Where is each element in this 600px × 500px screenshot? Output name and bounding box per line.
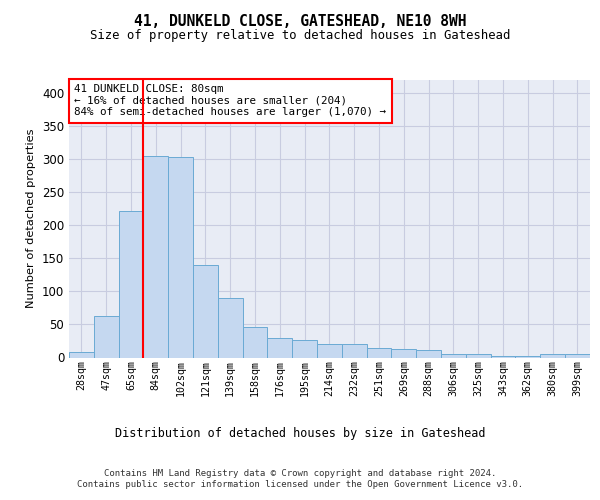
Text: Contains public sector information licensed under the Open Government Licence v3: Contains public sector information licen… xyxy=(77,480,523,489)
Bar xyxy=(565,354,590,358)
Bar xyxy=(416,350,441,358)
Text: Distribution of detached houses by size in Gateshead: Distribution of detached houses by size … xyxy=(115,428,485,440)
Bar xyxy=(391,349,416,358)
Bar xyxy=(218,298,242,358)
Bar xyxy=(515,356,540,358)
Text: 41, DUNKELD CLOSE, GATESHEAD, NE10 8WH: 41, DUNKELD CLOSE, GATESHEAD, NE10 8WH xyxy=(134,14,466,29)
Bar xyxy=(168,158,193,358)
Bar xyxy=(367,348,391,358)
Text: Size of property relative to detached houses in Gateshead: Size of property relative to detached ho… xyxy=(90,29,510,42)
Bar xyxy=(342,344,367,358)
Bar xyxy=(143,156,168,358)
Bar xyxy=(317,344,342,358)
Bar xyxy=(268,338,292,357)
Bar xyxy=(119,211,143,358)
Text: Contains HM Land Registry data © Crown copyright and database right 2024.: Contains HM Land Registry data © Crown c… xyxy=(104,469,496,478)
Bar xyxy=(466,354,491,358)
Bar xyxy=(441,354,466,358)
Bar xyxy=(540,354,565,358)
Bar xyxy=(94,316,119,358)
Y-axis label: Number of detached properties: Number of detached properties xyxy=(26,129,37,308)
Bar xyxy=(193,265,218,358)
Text: 41 DUNKELD CLOSE: 80sqm
← 16% of detached houses are smaller (204)
84% of semi-d: 41 DUNKELD CLOSE: 80sqm ← 16% of detache… xyxy=(74,84,386,117)
Bar xyxy=(69,352,94,358)
Bar xyxy=(242,327,268,358)
Bar xyxy=(491,356,515,358)
Bar xyxy=(292,340,317,357)
